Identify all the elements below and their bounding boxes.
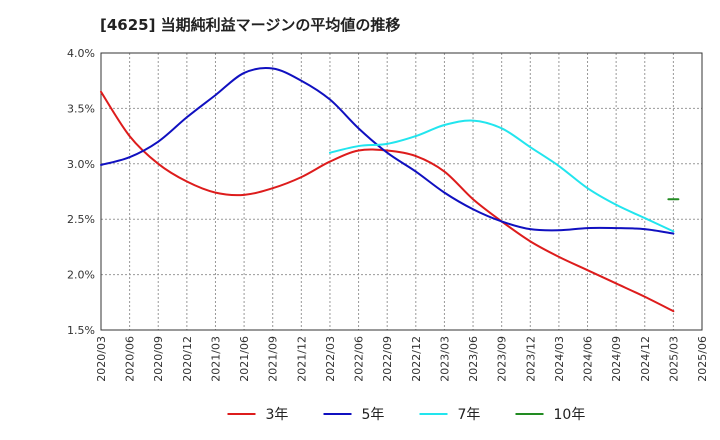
x-tick-label: 2024/09 (610, 336, 623, 382)
x-tick-label: 2021/09 (267, 336, 280, 382)
x-tick-label: 2024/06 (582, 336, 595, 382)
x-tick-label: 2022/09 (381, 336, 394, 382)
y-tick-label: 4.0% (67, 47, 95, 60)
x-tick-label: 2020/12 (181, 336, 194, 382)
x-tick-label: 2023/06 (467, 336, 480, 382)
x-tick-label: 2025/06 (696, 336, 709, 382)
y-tick-label: 2.5% (67, 213, 95, 226)
x-tick-label: 2020/03 (95, 336, 108, 382)
y-tick-label: 3.5% (67, 102, 95, 115)
y-tick-label: 3.0% (67, 158, 95, 171)
x-tick-label: 2024/12 (639, 336, 652, 382)
series-line-1 (100, 90, 675, 313)
series-line-2 (100, 67, 675, 235)
legend-label-4: 10年 (554, 407, 586, 423)
x-tick-label: 2023/03 (438, 336, 451, 382)
legend-label-2: 5年 (362, 407, 385, 423)
x-tick-label: 2022/06 (353, 336, 366, 382)
x-tick-label: 2023/12 (524, 336, 537, 382)
x-tick-label: 2022/03 (324, 336, 337, 382)
x-tick-label: 2022/12 (410, 336, 423, 382)
x-tick-label: 2025/03 (667, 336, 680, 382)
y-tick-label: 1.5% (67, 324, 95, 337)
x-tick-label: 2021/12 (295, 336, 308, 382)
legend-label-1: 3年 (266, 407, 289, 423)
x-tick-label: 2020/06 (124, 336, 137, 382)
plot-frame (100, 52, 703, 331)
legend-label-3: 7年 (458, 407, 481, 423)
x-tick-label: 2021/03 (209, 336, 222, 382)
chart-title: [4625] 当期純利益マージンの平均値の推移 (100, 16, 401, 34)
x-tick-label: 2024/03 (553, 336, 566, 382)
x-tick-label: 2023/09 (496, 336, 509, 382)
x-tick-label: 2020/09 (152, 336, 165, 382)
series-line-3 (328, 119, 675, 233)
y-tick-label: 2.0% (67, 269, 95, 282)
plot-area (101, 53, 702, 330)
x-tick-label: 2021/06 (238, 336, 251, 382)
